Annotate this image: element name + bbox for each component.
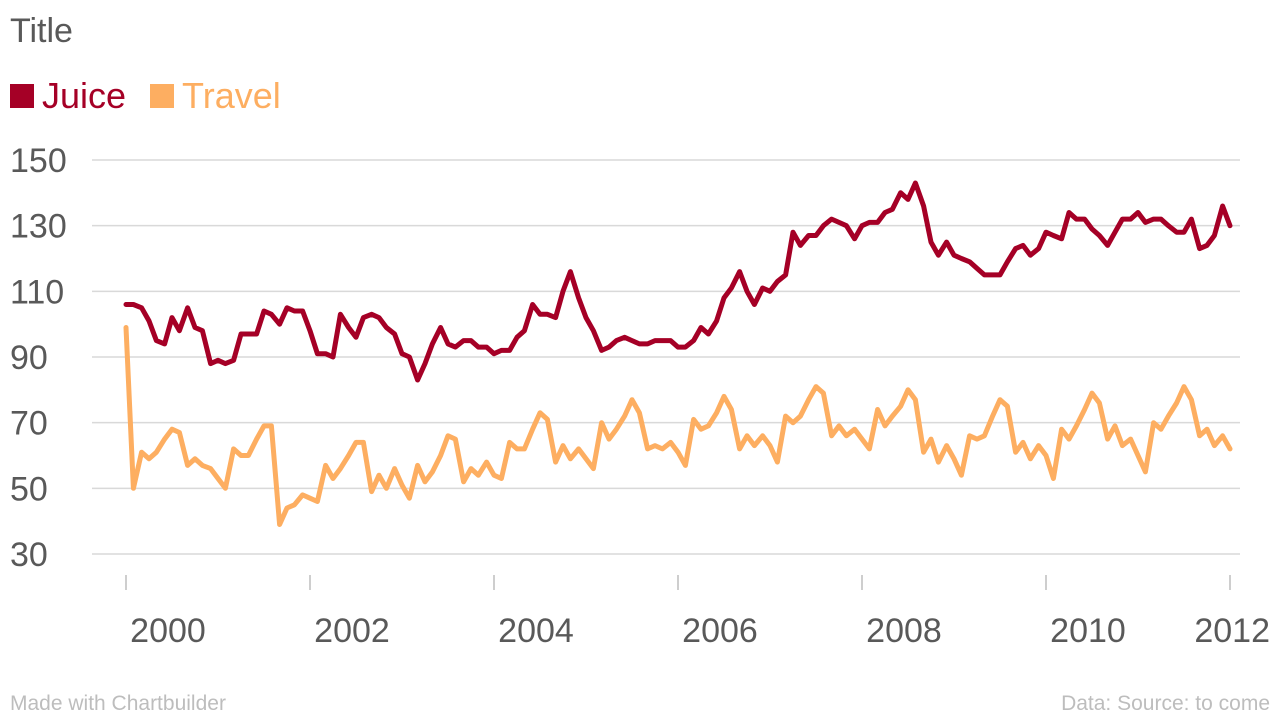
y-tick-label: 150 [10, 142, 67, 180]
x-tick-label: 2002 [314, 612, 390, 650]
y-tick-label: 50 [10, 470, 48, 508]
legend-swatch-travel [150, 84, 175, 108]
gridlines [92, 159, 1240, 555]
footer-credit: Made with Chartbuilder [10, 692, 226, 715]
x-tick-label: 2000 [130, 612, 206, 650]
x-tick-label: 2010 [1050, 612, 1126, 650]
y-tick-label: 30 [10, 536, 48, 574]
x-axis: 2000 2002 2004 2006 2008 2010 2012 [125, 575, 1270, 650]
footer-source: Data: Source: to come [1061, 692, 1270, 715]
x-tick-label: 2012 [1194, 612, 1270, 650]
legend-item-juice: Juice [10, 75, 126, 117]
series-line-juice [123, 180, 1233, 383]
legend-label-juice: Juice [42, 75, 127, 116]
y-tick-label: 70 [10, 405, 48, 443]
series-lines [123, 180, 1233, 527]
series-line-travel [123, 325, 1233, 527]
legend-item-travel: Travel [150, 75, 281, 117]
y-tick-label: 110 [10, 273, 64, 311]
x-tick-label: 2008 [866, 612, 942, 650]
y-tick-label: 90 [10, 339, 48, 377]
chart-title: Title [10, 12, 73, 50]
x-tick-label: 2006 [682, 612, 758, 650]
legend-label-travel: Travel [182, 75, 281, 116]
legend-swatch-juice [10, 84, 34, 108]
x-tick-label: 2004 [498, 612, 574, 650]
legend: Juice Travel [10, 74, 305, 118]
y-axis: 30 50 70 90 110 130 150 [10, 142, 67, 574]
y-tick-label: 130 [10, 208, 67, 246]
